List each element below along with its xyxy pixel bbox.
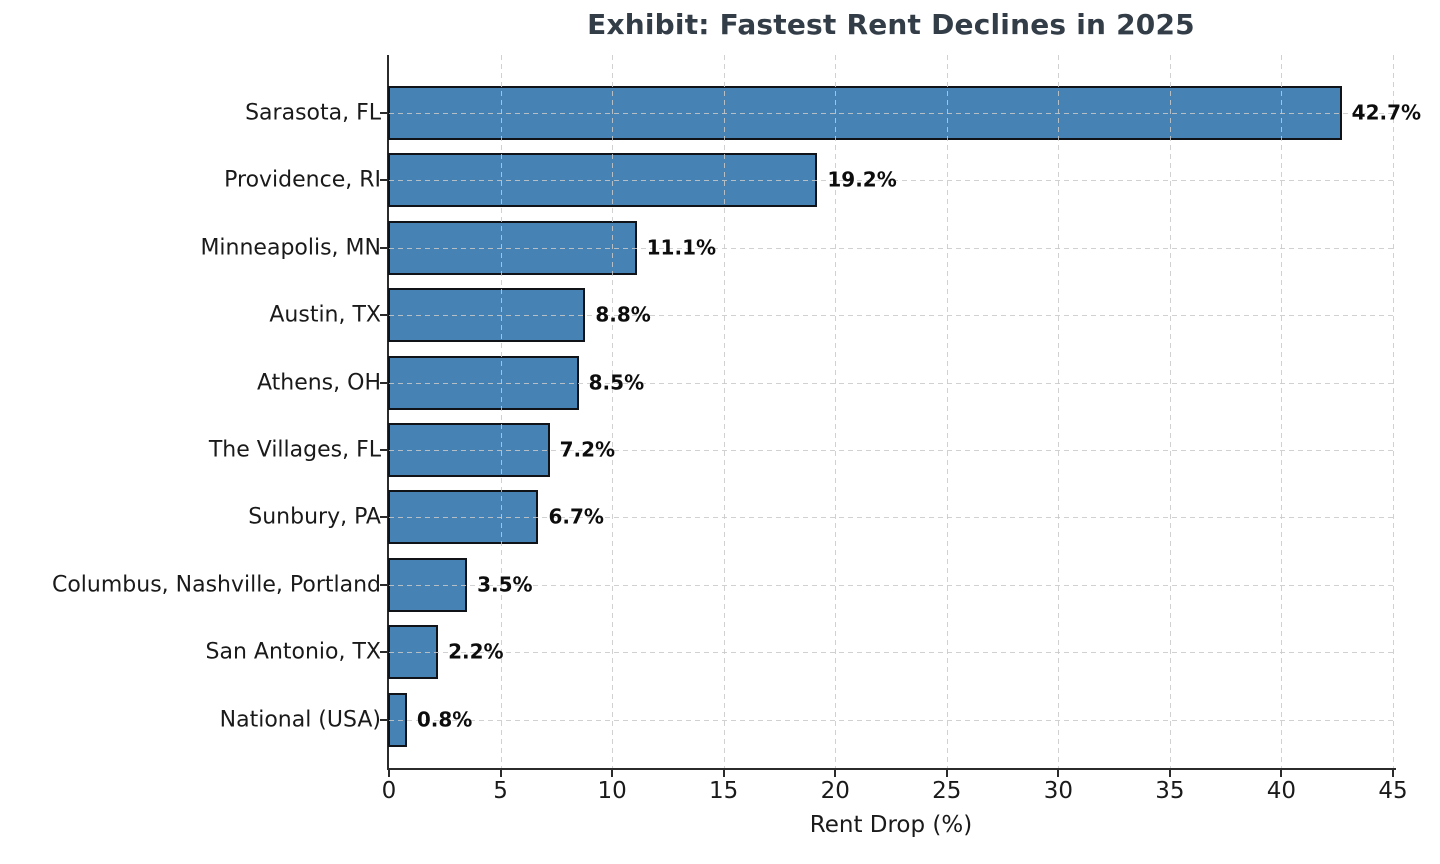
bar-value-label: 42.7%: [1351, 100, 1422, 125]
x-tick-mark: [1392, 770, 1394, 777]
x-tick-label: 20: [820, 778, 850, 804]
gridline-vertical: [946, 55, 948, 768]
category-label: Providence, RI: [224, 167, 381, 193]
category-label: National (USA): [219, 707, 381, 733]
gridline-horizontal: [389, 517, 1393, 519]
y-tick-mark: [380, 651, 388, 654]
category-label: Sarasota, FL: [245, 100, 381, 126]
gridline-vertical: [1393, 55, 1394, 768]
category-label: Austin, TX: [269, 302, 381, 328]
y-tick-mark: [380, 381, 388, 384]
x-tick-mark: [834, 770, 837, 777]
x-tick-mark: [945, 770, 948, 777]
bar-value-label: 8.5%: [588, 370, 645, 395]
x-axis-label: Rent Drop (%): [809, 812, 973, 838]
category-label: Athens, OH: [256, 370, 381, 396]
x-tick-label: 45: [1378, 778, 1408, 804]
gridline-horizontal: [389, 180, 1393, 182]
gridline-horizontal: [389, 652, 1393, 654]
gridline-vertical: [723, 55, 725, 768]
bar-value-label: 6.7%: [548, 504, 604, 529]
x-tick-label: 15: [709, 778, 739, 804]
gridline-vertical: [835, 55, 837, 768]
x-tick-label: 0: [381, 778, 397, 804]
x-tick-label: 35: [1155, 778, 1185, 804]
x-tick-mark: [722, 770, 725, 777]
bar-value-label: 0.8%: [416, 707, 473, 732]
bar-value-label: 2.2%: [448, 639, 504, 664]
x-tick-mark: [499, 770, 502, 777]
y-tick-mark: [380, 246, 388, 249]
gridline-vertical: [1169, 55, 1171, 768]
gridline-horizontal: [389, 113, 1393, 114]
bar-value-label: 19.2%: [827, 167, 897, 192]
gridline-horizontal: [389, 719, 1393, 721]
y-tick-mark: [380, 516, 388, 519]
x-tick-mark: [611, 770, 614, 777]
gridline-vertical: [500, 55, 502, 768]
y-tick-mark: [380, 314, 388, 317]
gridline-horizontal: [389, 315, 1393, 317]
y-tick-mark: [380, 583, 388, 586]
category-label: Columbus, Nashville, Portland: [51, 572, 381, 598]
gridline-vertical: [612, 55, 614, 768]
category-label: Sunbury, PA: [248, 504, 381, 530]
x-tick-label: 5: [493, 778, 508, 804]
x-tick-label: 40: [1266, 778, 1297, 804]
x-axis-spine: [387, 768, 1396, 770]
bar-value-label: 3.5%: [477, 572, 533, 597]
x-tick-label: 10: [597, 778, 627, 804]
bar-value-label: 7.2%: [559, 437, 616, 462]
y-tick-mark: [380, 112, 388, 114]
x-tick-mark: [1280, 770, 1283, 777]
category-label: The Villages, FL: [208, 437, 381, 463]
x-tick-label: 30: [1043, 778, 1073, 804]
x-tick-mark: [388, 770, 390, 777]
gridline-horizontal: [389, 450, 1393, 451]
y-tick-mark: [380, 449, 388, 451]
x-tick-mark: [1168, 770, 1171, 777]
y-tick-mark: [380, 718, 388, 721]
x-tick-mark: [1057, 770, 1060, 777]
category-label: Minneapolis, MN: [200, 235, 381, 261]
gridline-horizontal: [389, 584, 1393, 586]
gridline-horizontal: [389, 247, 1393, 249]
gridline-horizontal: [389, 382, 1393, 384]
gridline-vertical: [1058, 55, 1060, 768]
bar-value-label: 11.1%: [646, 235, 717, 260]
y-axis-spine: [387, 55, 389, 770]
gridline-vertical: [1281, 55, 1283, 768]
x-tick-label: 25: [932, 778, 962, 804]
bar-value-label: 8.8%: [595, 302, 651, 327]
category-label: San Antonio, TX: [205, 639, 381, 665]
chart-title: Exhibit: Fastest Rent Declines in 2025: [587, 8, 1195, 41]
y-tick-mark: [380, 179, 388, 182]
